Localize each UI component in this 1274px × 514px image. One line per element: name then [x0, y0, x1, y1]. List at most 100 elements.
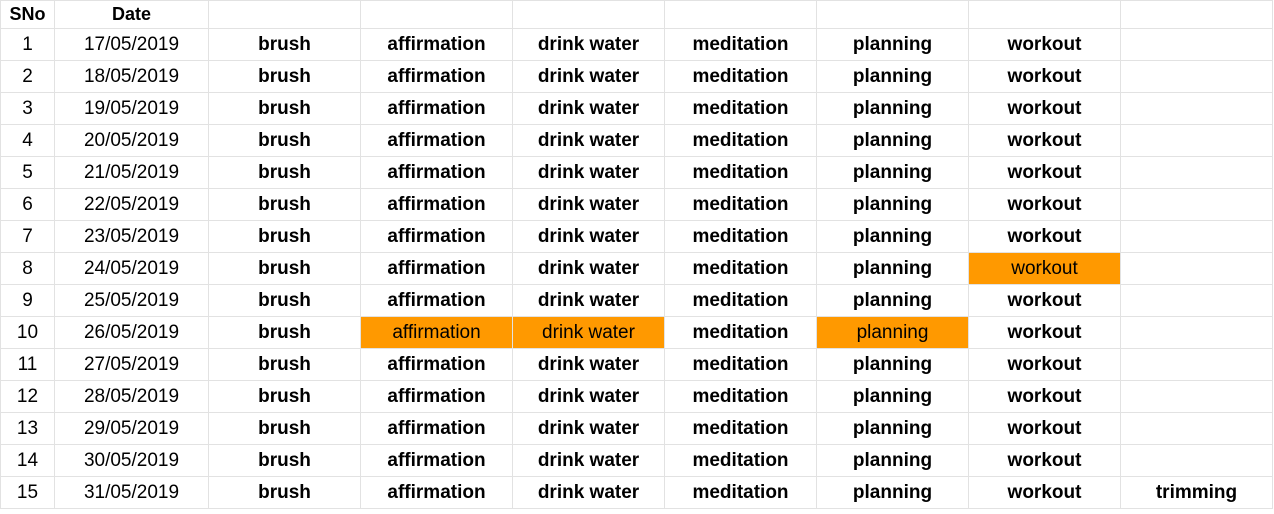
- cell-task-workout[interactable]: workout: [968, 444, 1121, 477]
- cell-task-meditation[interactable]: meditation: [664, 124, 817, 157]
- cell-task-planning[interactable]: planning: [816, 252, 969, 285]
- cell-task-affirmation[interactable]: affirmation: [360, 412, 513, 445]
- cell-task-brush[interactable]: brush: [208, 156, 361, 189]
- cell-task-planning[interactable]: planning: [816, 156, 969, 189]
- header-cell-empty[interactable]: [512, 0, 665, 29]
- cell-date[interactable]: 27/05/2019: [54, 348, 209, 381]
- cell-task-extra[interactable]: [1120, 124, 1273, 157]
- cell-task-affirmation[interactable]: affirmation: [360, 92, 513, 125]
- cell-date[interactable]: 23/05/2019: [54, 220, 209, 253]
- cell-sno[interactable]: 8: [0, 252, 55, 285]
- cell-task-drink-water[interactable]: drink water: [512, 348, 665, 381]
- cell-task-drink-water[interactable]: drink water: [512, 188, 665, 221]
- cell-task-workout[interactable]: workout: [968, 316, 1121, 349]
- cell-sno[interactable]: 3: [0, 92, 55, 125]
- cell-task-workout[interactable]: workout: [968, 220, 1121, 253]
- cell-task-affirmation[interactable]: affirmation: [360, 60, 513, 93]
- cell-task-brush[interactable]: brush: [208, 220, 361, 253]
- cell-task-planning[interactable]: planning: [816, 412, 969, 445]
- cell-task-planning[interactable]: planning: [816, 92, 969, 125]
- cell-task-brush[interactable]: brush: [208, 444, 361, 477]
- cell-date[interactable]: 17/05/2019: [54, 28, 209, 61]
- cell-task-meditation[interactable]: meditation: [664, 316, 817, 349]
- cell-sno[interactable]: 2: [0, 60, 55, 93]
- cell-task-brush[interactable]: brush: [208, 252, 361, 285]
- cell-task-extra[interactable]: [1120, 316, 1273, 349]
- cell-date[interactable]: 30/05/2019: [54, 444, 209, 477]
- cell-task-affirmation[interactable]: affirmation: [360, 28, 513, 61]
- cell-task-brush[interactable]: brush: [208, 476, 361, 509]
- cell-task-workout[interactable]: workout: [968, 348, 1121, 381]
- cell-task-brush[interactable]: brush: [208, 316, 361, 349]
- cell-task-meditation[interactable]: meditation: [664, 220, 817, 253]
- cell-task-planning[interactable]: planning: [816, 220, 969, 253]
- cell-task-extra[interactable]: [1120, 380, 1273, 413]
- cell-task-planning[interactable]: planning: [816, 188, 969, 221]
- cell-task-meditation[interactable]: meditation: [664, 476, 817, 509]
- cell-task-extra[interactable]: [1120, 156, 1273, 189]
- cell-sno[interactable]: 10: [0, 316, 55, 349]
- cell-task-planning[interactable]: planning: [816, 284, 969, 317]
- cell-task-drink-water[interactable]: drink water: [512, 380, 665, 413]
- cell-task-drink-water[interactable]: drink water: [512, 220, 665, 253]
- cell-task-workout[interactable]: workout: [968, 156, 1121, 189]
- header-cell-empty[interactable]: [968, 0, 1121, 29]
- cell-date[interactable]: 24/05/2019: [54, 252, 209, 285]
- cell-task-affirmation[interactable]: affirmation: [360, 444, 513, 477]
- cell-task-planning[interactable]: planning: [816, 124, 969, 157]
- cell-task-extra[interactable]: trimming: [1120, 476, 1273, 509]
- cell-date[interactable]: 29/05/2019: [54, 412, 209, 445]
- cell-task-affirmation[interactable]: affirmation: [360, 252, 513, 285]
- cell-date[interactable]: 31/05/2019: [54, 476, 209, 509]
- cell-task-planning[interactable]: planning: [816, 60, 969, 93]
- cell-task-extra[interactable]: [1120, 252, 1273, 285]
- header-cell-sno[interactable]: SNo: [0, 0, 55, 29]
- cell-task-drink-water[interactable]: drink water: [512, 60, 665, 93]
- cell-sno[interactable]: 14: [0, 444, 55, 477]
- cell-task-extra[interactable]: [1120, 444, 1273, 477]
- cell-task-workout[interactable]: workout: [968, 60, 1121, 93]
- cell-task-extra[interactable]: [1120, 92, 1273, 125]
- header-cell-empty[interactable]: [360, 0, 513, 29]
- cell-task-affirmation[interactable]: affirmation: [360, 156, 513, 189]
- cell-sno[interactable]: 15: [0, 476, 55, 509]
- cell-task-affirmation[interactable]: affirmation: [360, 476, 513, 509]
- cell-task-workout[interactable]: workout: [968, 476, 1121, 509]
- cell-task-extra[interactable]: [1120, 60, 1273, 93]
- cell-task-brush[interactable]: brush: [208, 348, 361, 381]
- cell-task-brush[interactable]: brush: [208, 124, 361, 157]
- cell-task-planning[interactable]: planning: [816, 444, 969, 477]
- cell-date[interactable]: 21/05/2019: [54, 156, 209, 189]
- cell-task-meditation[interactable]: meditation: [664, 380, 817, 413]
- cell-task-affirmation[interactable]: affirmation: [360, 316, 513, 349]
- cell-date[interactable]: 20/05/2019: [54, 124, 209, 157]
- cell-task-drink-water[interactable]: drink water: [512, 476, 665, 509]
- cell-task-drink-water[interactable]: drink water: [512, 28, 665, 61]
- cell-task-workout[interactable]: workout: [968, 284, 1121, 317]
- header-cell-empty[interactable]: [1120, 0, 1273, 29]
- cell-date[interactable]: 22/05/2019: [54, 188, 209, 221]
- cell-task-drink-water[interactable]: drink water: [512, 124, 665, 157]
- cell-task-extra[interactable]: [1120, 188, 1273, 221]
- cell-task-meditation[interactable]: meditation: [664, 188, 817, 221]
- cell-task-brush[interactable]: brush: [208, 412, 361, 445]
- cell-task-drink-water[interactable]: drink water: [512, 284, 665, 317]
- cell-sno[interactable]: 1: [0, 28, 55, 61]
- cell-task-affirmation[interactable]: affirmation: [360, 348, 513, 381]
- cell-task-workout[interactable]: workout: [968, 28, 1121, 61]
- header-cell-empty[interactable]: [664, 0, 817, 29]
- cell-date[interactable]: 25/05/2019: [54, 284, 209, 317]
- cell-task-planning[interactable]: planning: [816, 348, 969, 381]
- cell-task-meditation[interactable]: meditation: [664, 252, 817, 285]
- cell-task-affirmation[interactable]: affirmation: [360, 380, 513, 413]
- cell-task-planning[interactable]: planning: [816, 28, 969, 61]
- cell-task-meditation[interactable]: meditation: [664, 284, 817, 317]
- cell-task-brush[interactable]: brush: [208, 380, 361, 413]
- header-cell-empty[interactable]: [208, 0, 361, 29]
- cell-sno[interactable]: 9: [0, 284, 55, 317]
- cell-task-workout[interactable]: workout: [968, 124, 1121, 157]
- header-cell-empty[interactable]: [816, 0, 969, 29]
- cell-sno[interactable]: 12: [0, 380, 55, 413]
- cell-task-workout[interactable]: workout: [968, 252, 1121, 285]
- cell-task-brush[interactable]: brush: [208, 284, 361, 317]
